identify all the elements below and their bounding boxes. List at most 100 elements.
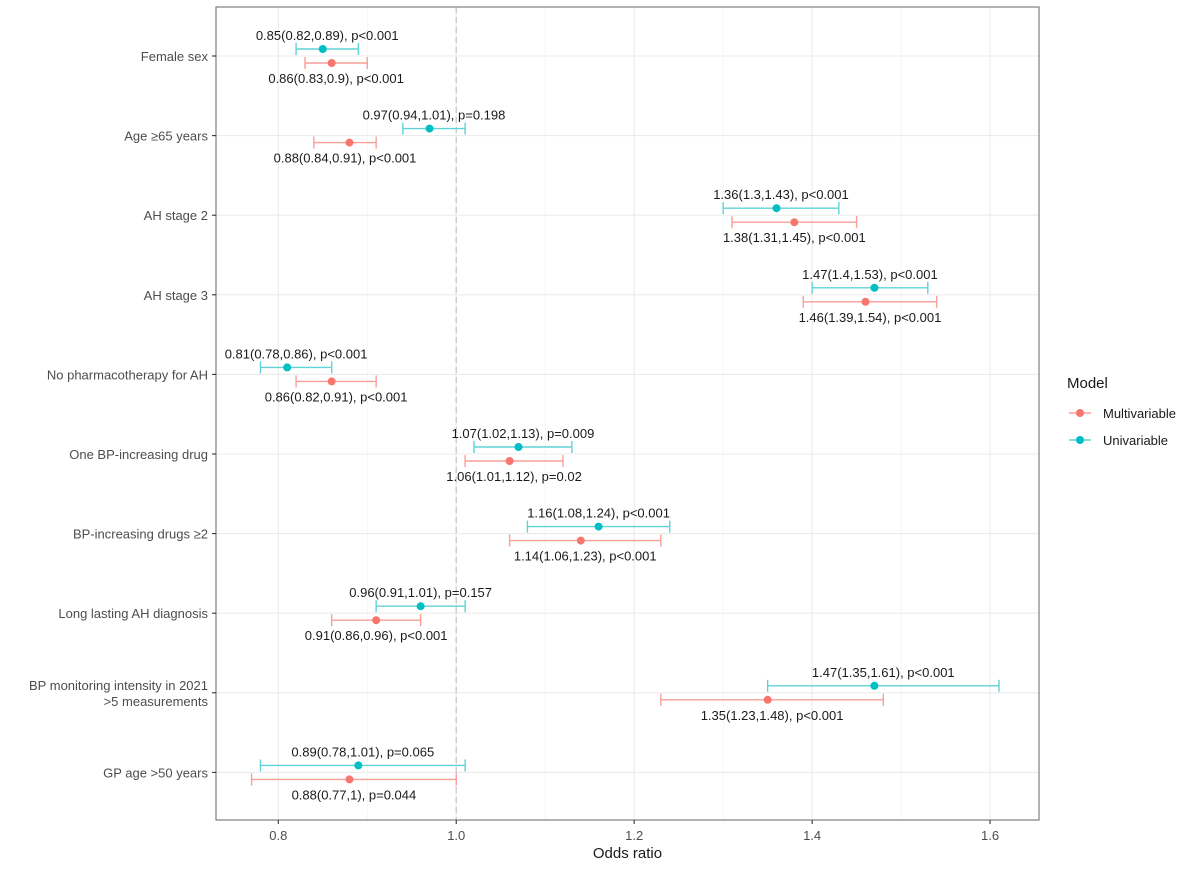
panel-border xyxy=(215,6,1040,821)
legend-label: Multivariable xyxy=(1103,406,1176,421)
point-group-univariable: 0.89(0.78,1.01), p=0.065 xyxy=(259,744,466,772)
point-group-multivariable: 0.86(0.83,0.9), p<0.001 xyxy=(268,57,404,86)
point-estimate xyxy=(345,775,354,784)
point-estimate xyxy=(870,681,879,690)
point-estimate xyxy=(416,602,425,611)
point-group-univariable: 1.47(1.35,1.61), p<0.001 xyxy=(766,665,1000,692)
y-tick-label-line: No pharmacotherapy for AH xyxy=(47,367,208,382)
point-estimate xyxy=(372,616,381,625)
y-tick-label: BP monitoring intensity in 2021 >5 measur… xyxy=(29,678,208,709)
point-group-univariable: 0.85(0.82,0.89), p<0.001 xyxy=(256,28,399,55)
data-label: 0.96(0.91,1.01), p=0.157 xyxy=(349,585,492,600)
point-estimate xyxy=(870,283,879,292)
data-label: 0.97(0.94,1.01), p=0.198 xyxy=(363,108,506,123)
point-group-multivariable: 1.35(1.23,1.48), p<0.001 xyxy=(660,693,884,723)
point-estimate xyxy=(505,457,514,465)
point-estimate xyxy=(594,522,603,531)
point-group-univariable: 1.07(1.02,1.13), p=0.009 xyxy=(452,426,595,453)
y-axis: Female sex Age ≥65 years AH stage 2 AH stag… xyxy=(29,49,216,780)
legend-title: Model xyxy=(1067,375,1108,392)
x-tick-label: 1.6 xyxy=(981,828,999,843)
point-estimate xyxy=(327,377,336,386)
point-group-multivariable: 1.14(1.06,1.23), p<0.001 xyxy=(508,534,662,564)
point-group-univariable: 0.96(0.91,1.01), p=0.157 xyxy=(349,585,492,613)
point-estimate xyxy=(790,218,799,227)
point-group-univariable: 1.36(1.3,1.43), p<0.001 xyxy=(713,187,849,215)
data-label: 0.81(0.78,0.86), p<0.001 xyxy=(225,346,368,361)
point-estimate xyxy=(763,695,772,704)
x-axis-title: Odds ratio xyxy=(593,845,662,862)
point-group-multivariable: 1.46(1.39,1.54), p<0.001 xyxy=(799,295,942,325)
y-tick-label: Female sex xyxy=(141,49,209,64)
y-tick-label: AH stage 2 xyxy=(144,208,208,223)
x-axis: 0.8 1.0 1.2 1.4 1.6 xyxy=(269,820,999,843)
point-estimate xyxy=(283,363,292,372)
point-estimate xyxy=(318,45,327,53)
y-tick-label-line: BP-increasing drugs ≥2 xyxy=(73,527,208,542)
point-estimate xyxy=(514,443,523,451)
data-label: 1.07(1.02,1.13), p=0.009 xyxy=(452,426,595,441)
y-tick-label-line: BP monitoring intensity in 2021 xyxy=(29,678,208,693)
y-tick-label: BP-increasing drugs ≥2 xyxy=(73,527,208,542)
point-estimate xyxy=(576,536,585,545)
data-label: 0.85(0.82,0.89), p<0.001 xyxy=(256,28,399,43)
point-group-univariable: 0.97(0.94,1.01), p=0.198 xyxy=(363,108,506,135)
y-tick-label-line: Age ≥65 years xyxy=(124,129,208,144)
point-group-multivariable: 0.86(0.82,0.91), p<0.001 xyxy=(265,375,408,404)
legend: Model Multivariable Univariable xyxy=(1067,375,1176,448)
y-tick-label-line: Long lasting AH diagnosis xyxy=(58,606,208,621)
y-tick-label: One BP-increasing drug xyxy=(69,447,208,462)
y-tick-label-line: >5 measurements xyxy=(104,694,209,709)
y-tick-label: Long lasting AH diagnosis xyxy=(58,606,208,621)
point-group-univariable: 1.47(1.4,1.53), p<0.001 xyxy=(802,267,938,294)
x-tick-label: 1.0 xyxy=(447,828,465,843)
point-estimate xyxy=(354,761,363,770)
y-tick-label-line: Female sex xyxy=(141,49,209,64)
data-label: 0.86(0.82,0.91), p<0.001 xyxy=(265,389,408,404)
x-tick-label: 1.4 xyxy=(803,828,821,843)
legend-item-multivariable: Multivariable xyxy=(1069,406,1176,421)
y-tick-label-line: One BP-increasing drug xyxy=(69,447,208,462)
data-label: 0.91(0.86,0.96), p<0.001 xyxy=(305,628,448,643)
x-tick-label: 0.8 xyxy=(269,828,287,843)
point-group-multivariable: 0.88(0.84,0.91), p<0.001 xyxy=(274,136,417,166)
data-label: 1.38(1.31,1.45), p<0.001 xyxy=(723,230,866,245)
point-estimate xyxy=(425,124,434,133)
data-label: 0.88(0.77,1), p=0.044 xyxy=(292,787,417,802)
y-tick-label-line: GP age >50 years xyxy=(103,765,208,780)
y-tick-label: GP age >50 years xyxy=(103,765,208,780)
legend-key-point xyxy=(1076,436,1084,444)
point-estimate xyxy=(327,59,336,67)
data-label: 1.46(1.39,1.54), p<0.001 xyxy=(799,310,942,325)
data-label: 1.35(1.23,1.48), p<0.001 xyxy=(701,708,844,723)
point-group-multivariable: 1.06(1.01,1.12), p=0.02 xyxy=(446,455,582,484)
point-group-univariable: 1.16(1.08,1.24), p<0.001 xyxy=(526,506,671,533)
point-group-multivariable: 0.88(0.77,1), p=0.044 xyxy=(250,773,457,802)
y-tick-label: No pharmacotherapy for AH xyxy=(47,367,208,382)
point-group-univariable: 0.81(0.78,0.86), p<0.001 xyxy=(225,346,368,374)
legend-key-point xyxy=(1076,409,1084,417)
y-tick-label-line: AH stage 3 xyxy=(144,288,208,303)
legend-label: Univariable xyxy=(1103,433,1168,448)
legend-item-univariable: Univariable xyxy=(1069,433,1168,448)
y-tick-label: AH stage 3 xyxy=(144,288,208,303)
point-estimate xyxy=(345,138,354,147)
plot-marks: 0.85(0.82,0.89), p<0.001 0.97(0.94,1.01),… xyxy=(225,28,1000,802)
grid-lines xyxy=(216,7,1039,820)
data-label: 0.89(0.78,1.01), p=0.065 xyxy=(291,744,434,759)
data-label: 1.36(1.3,1.43), p<0.001 xyxy=(713,187,849,202)
data-label: 1.47(1.35,1.61), p<0.001 xyxy=(812,665,955,680)
point-estimate xyxy=(861,297,870,306)
point-group-multivariable: 1.38(1.31,1.45), p<0.001 xyxy=(723,216,866,245)
data-label: 0.86(0.83,0.9), p<0.001 xyxy=(268,71,404,86)
data-label: 1.06(1.01,1.12), p=0.02 xyxy=(446,469,582,484)
point-group-multivariable: 0.91(0.86,0.96), p<0.001 xyxy=(305,614,448,643)
point-estimate xyxy=(772,204,781,213)
data-label: 1.47(1.4,1.53), p<0.001 xyxy=(802,267,938,282)
data-label: 1.14(1.06,1.23), p<0.001 xyxy=(514,549,657,564)
data-label: 1.16(1.08,1.24), p<0.001 xyxy=(527,506,670,521)
x-tick-label: 1.2 xyxy=(625,828,643,843)
y-tick-label: Age ≥65 years xyxy=(124,129,208,144)
data-label: 0.88(0.84,0.91), p<0.001 xyxy=(274,151,417,166)
